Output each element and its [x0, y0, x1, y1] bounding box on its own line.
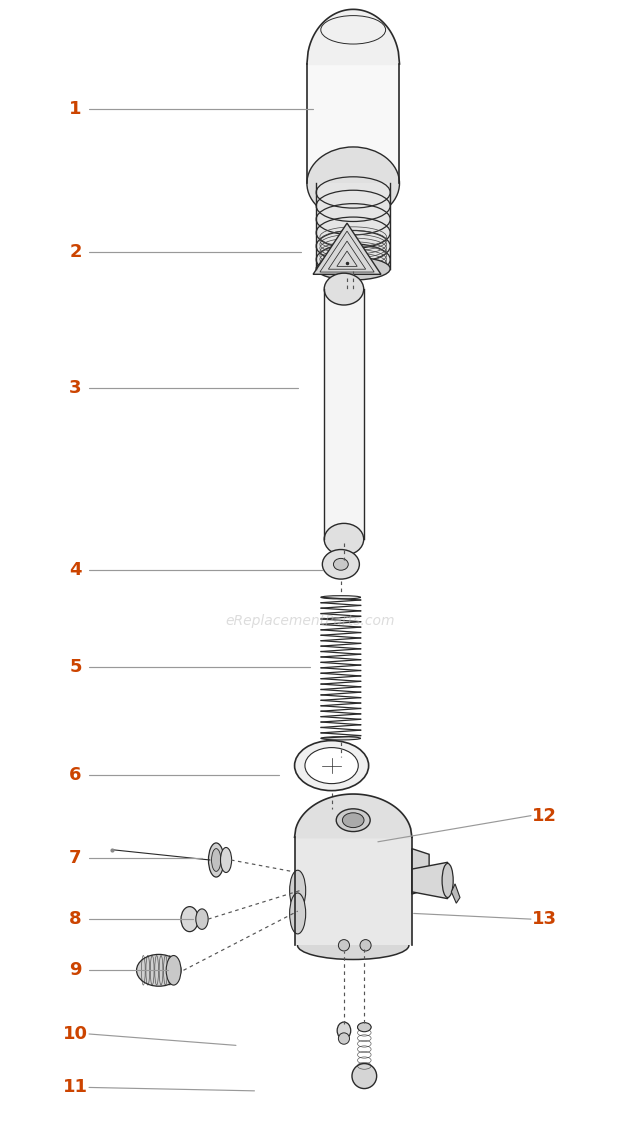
Ellipse shape: [305, 748, 358, 783]
Text: 6: 6: [69, 766, 82, 783]
Ellipse shape: [342, 813, 364, 828]
Text: 1: 1: [69, 100, 82, 119]
Polygon shape: [313, 223, 381, 275]
Text: 12: 12: [532, 807, 557, 824]
Ellipse shape: [294, 741, 369, 791]
Text: 8: 8: [69, 910, 82, 928]
Ellipse shape: [360, 939, 371, 951]
Polygon shape: [412, 862, 448, 898]
Ellipse shape: [339, 1033, 350, 1044]
Ellipse shape: [442, 863, 453, 897]
Ellipse shape: [316, 258, 390, 280]
Polygon shape: [316, 184, 390, 269]
Ellipse shape: [358, 1023, 371, 1032]
Polygon shape: [324, 290, 364, 539]
Polygon shape: [451, 884, 460, 903]
Ellipse shape: [290, 893, 306, 934]
Text: 3: 3: [69, 378, 82, 397]
Ellipse shape: [221, 847, 232, 872]
Text: 9: 9: [69, 961, 82, 979]
Ellipse shape: [181, 906, 198, 931]
Ellipse shape: [334, 559, 348, 570]
Ellipse shape: [211, 848, 221, 871]
Ellipse shape: [166, 955, 181, 985]
Text: 13: 13: [532, 910, 557, 928]
Ellipse shape: [337, 1023, 351, 1039]
Ellipse shape: [321, 596, 361, 598]
Ellipse shape: [307, 147, 399, 220]
Text: 10: 10: [63, 1025, 88, 1043]
Text: 4: 4: [69, 561, 82, 579]
Text: 7: 7: [69, 848, 82, 866]
Text: eReplacementParts.com: eReplacementParts.com: [225, 614, 395, 628]
Ellipse shape: [136, 954, 181, 986]
Ellipse shape: [290, 870, 306, 911]
Ellipse shape: [324, 274, 364, 306]
Ellipse shape: [322, 549, 360, 579]
Ellipse shape: [196, 909, 208, 929]
Text: 5: 5: [69, 658, 82, 676]
Ellipse shape: [298, 931, 409, 960]
Polygon shape: [307, 13, 399, 184]
Ellipse shape: [321, 736, 361, 740]
Polygon shape: [412, 848, 429, 894]
Ellipse shape: [352, 1064, 377, 1089]
Text: 2: 2: [69, 243, 82, 261]
Polygon shape: [294, 837, 412, 945]
Ellipse shape: [339, 939, 350, 951]
Ellipse shape: [324, 523, 364, 555]
Ellipse shape: [208, 842, 224, 877]
Ellipse shape: [336, 808, 370, 831]
Text: 11: 11: [63, 1078, 88, 1097]
